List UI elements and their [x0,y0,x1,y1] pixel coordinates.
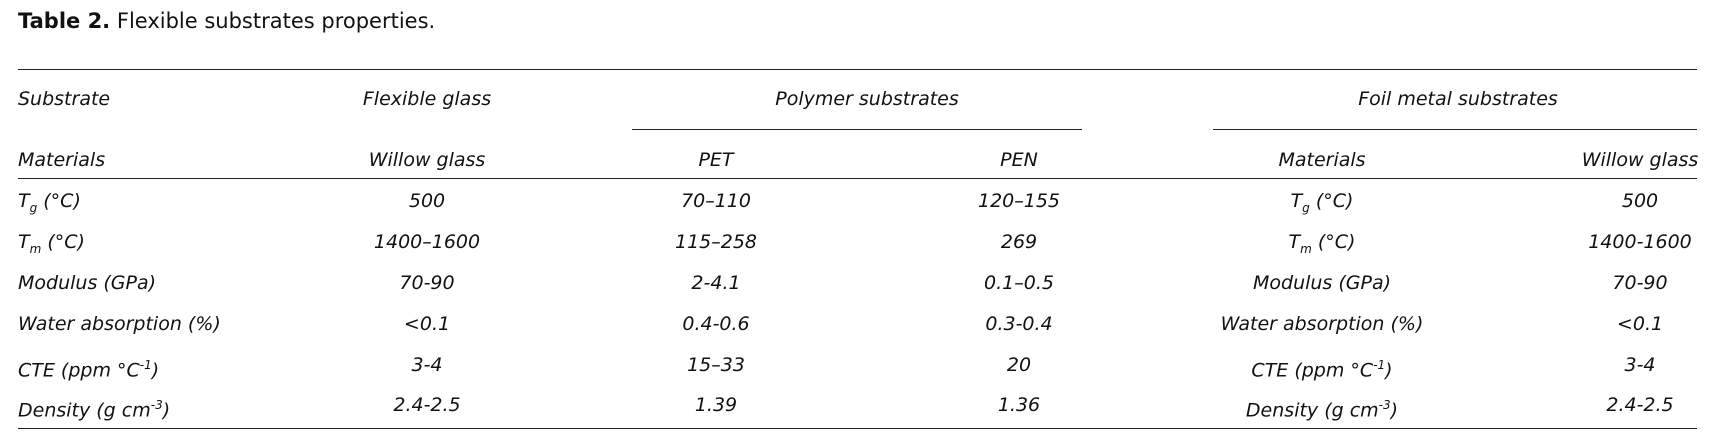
table-cell: 2.4-2.5 [1606,394,1674,416]
cell-part: ) [151,359,160,382]
table-cell: 0.3-0.4 [985,313,1053,335]
table-cell: 2.4-2.5 [393,394,461,416]
subheader-cell: Willow glass [368,149,486,171]
table-cell: 1400–1600 [373,231,481,253]
row-label: CTE (ppm °C-1) [18,353,159,382]
header-cell: Flexible glass [362,88,492,110]
caption-text: Flexible substrates properties. [116,9,436,33]
subheader-cell: Materials [1278,149,1366,171]
table-cell: 15–33 [687,354,745,376]
table-cell: 3-4 [1624,354,1656,376]
row-label: Density (g cm-3) [1246,393,1398,422]
row-label: Tg (°C) [18,189,81,220]
table-cell: 0.4-0.6 [682,313,750,335]
table-cell: 500 [1621,190,1659,212]
table-cell: 115–258 [674,231,758,253]
cell-part: -1 [139,358,152,372]
table-cell: 1.36 [997,394,1041,416]
cell-part: T [1290,190,1303,212]
table-cell: <0.1 [403,313,451,335]
header-cell: Substrate [18,88,111,110]
cell-part: (°C) [41,231,85,253]
row-label: CTE (ppm °C-1) [1251,353,1392,382]
table-cell: 70–110 [681,190,751,212]
table-cell: 1.39 [694,394,738,416]
subheader-cell: PET [698,149,734,171]
cell-part: g [29,200,38,215]
cell-part: Density (g cm [18,399,151,422]
row-label: Tg (°C) [1291,189,1354,220]
cell-part: ) [1385,359,1393,382]
row-label: Tm (°C) [1289,230,1356,261]
group-rule [1213,129,1697,130]
table-cell: 2-4.1 [691,272,741,294]
subheader-cell: Materials [18,149,106,171]
row-label: Water absorption (%) [18,313,221,335]
cell-part: T [18,231,30,253]
cell-part: CTE (ppm °C [1251,359,1374,382]
row-label: Tm (°C) [18,230,85,261]
row-label: Density (g cm-3) [18,393,170,422]
row-label: Modulus (GPa) [18,272,157,294]
subheader-cell: Willow glass [1581,149,1699,171]
caption: Table 2. Flexible substrates properties. [18,9,435,33]
table-cell: 269 [1000,231,1038,253]
cell-part: g [1302,200,1310,215]
table-cell: 3-4 [411,354,443,376]
cell-part: ) [162,399,171,422]
cell-part: ) [1390,399,1399,422]
cell-part: T [1288,231,1301,253]
table-cell: 70-90 [1612,272,1668,294]
cell-part: -3 [150,398,163,412]
table-cell: 1400-1600 [1588,231,1692,253]
cell-part: -1 [1373,358,1386,372]
bottom-rule [18,428,1697,429]
cell-part: (°C) [1309,190,1354,212]
table-cell: 70-90 [399,272,455,294]
table-cell: <0.1 [1616,313,1664,335]
cell-part: m [29,241,42,256]
header-rule [18,178,1697,179]
table-cell: 120–155 [977,190,1061,212]
cell-part: T [18,190,30,212]
top-rule [18,69,1697,70]
cell-part: Density (g cm [1245,399,1379,422]
group-rule [632,129,1082,130]
header-cell: Polymer substrates [775,88,959,110]
cell-part: (°C) [37,190,81,212]
cell-part: m [1300,241,1312,256]
cell-part: CTE (ppm °C [18,359,140,382]
caption-label: Table 2. [18,9,111,33]
table-cell: 20 [1006,354,1032,376]
table-cell: 0.1–0.5 [984,272,1054,294]
row-label: Water absorption (%) [1220,313,1424,335]
cell-part: (°C) [1311,231,1356,253]
table-cell: 500 [408,190,446,212]
subheader-cell: PEN [1000,149,1038,171]
cell-part: -3 [1378,398,1391,412]
header-cell: Foil metal substrates [1358,88,1558,110]
row-label: Modulus (GPa) [1252,272,1392,294]
